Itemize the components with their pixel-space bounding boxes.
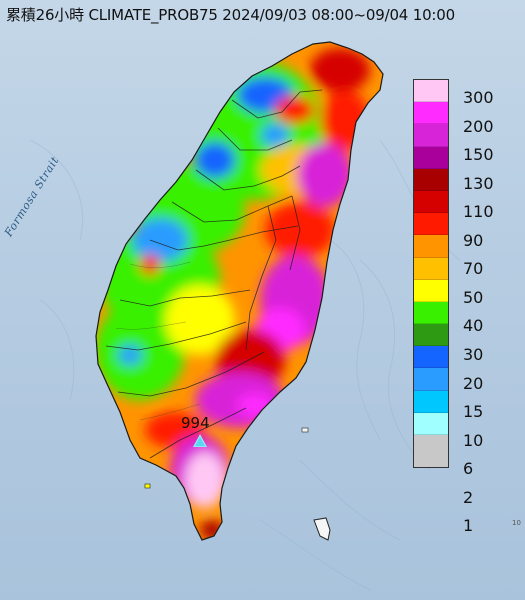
peak-value-label: 994	[181, 414, 210, 432]
legend-swatch	[414, 235, 448, 258]
legend-label: 70	[463, 259, 484, 279]
legend-swatch	[414, 368, 448, 391]
legend-label: 20	[463, 373, 484, 393]
map-title: 累積26小時 CLIMATE_PROB75 2024/09/03 08:00~0…	[6, 6, 455, 24]
legend-label: 40	[463, 316, 484, 336]
legend-label: 30	[463, 344, 484, 364]
legend-swatch	[414, 102, 448, 125]
legend-label: 130	[463, 173, 494, 193]
legend-label: 6	[463, 459, 474, 479]
legend-swatch	[414, 412, 448, 435]
legend-label: 10	[463, 430, 484, 450]
legend-swatch	[414, 279, 448, 302]
legend-label: 2	[463, 487, 474, 507]
legend-swatch	[414, 190, 448, 214]
legend-swatch	[414, 324, 448, 347]
legend-label: 150	[463, 145, 494, 165]
legend-swatch	[414, 80, 448, 103]
legend-swatch	[414, 146, 448, 169]
green-island	[313, 517, 331, 541]
legend-swatch	[414, 390, 448, 413]
peak-marker-icon	[193, 434, 207, 447]
legend-label: 110	[463, 202, 494, 222]
legend-label: 15	[463, 402, 484, 422]
legend-label: 200	[463, 116, 494, 136]
legend-label: 300	[463, 88, 494, 107]
legend-swatch	[414, 168, 448, 191]
legend-label: 90	[463, 230, 484, 250]
island-outline	[95, 41, 384, 541]
legend-swatch	[414, 346, 448, 369]
legend-label: 1	[463, 516, 474, 536]
legend-label: 50	[463, 287, 484, 307]
color-legend	[413, 79, 449, 468]
lanyu-island	[301, 427, 309, 433]
legend-swatch	[414, 257, 448, 280]
legend-swatch	[414, 124, 448, 147]
precip-field	[96, 42, 383, 540]
liuqiu-island	[144, 483, 151, 489]
edge-mark: 10	[512, 519, 521, 527]
legend-swatch	[414, 435, 448, 467]
legend-swatch	[414, 213, 448, 236]
legend-swatch	[414, 301, 448, 325]
